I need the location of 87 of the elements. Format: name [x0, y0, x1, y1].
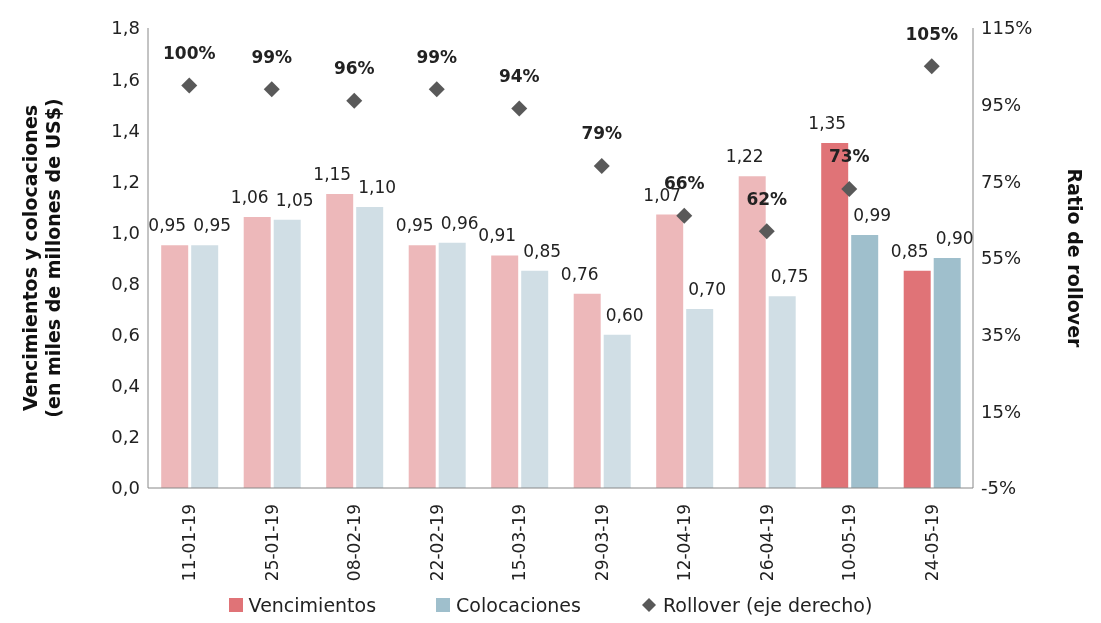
point — [181, 77, 198, 94]
data-label: 1,05 — [275, 189, 314, 210]
legend-label: Vencimientos — [248, 594, 377, 616]
point — [676, 207, 693, 224]
data-label: 0,95 — [193, 215, 232, 236]
x-tick-label: 12-04-19 — [674, 504, 695, 582]
y2-tick-label: 55% — [981, 247, 1022, 269]
data-label: 1,15 — [313, 164, 352, 185]
data-label: 0,85 — [523, 240, 562, 261]
x-tick-label: 22-02-19 — [426, 504, 447, 582]
bar — [903, 270, 931, 488]
point — [593, 158, 610, 174]
y2-tick-label: 35% — [981, 324, 1022, 346]
y2-tick-label: 75% — [981, 170, 1022, 192]
y-tick-label: 0,2 — [111, 426, 140, 448]
bar — [356, 206, 384, 488]
y-tick-label: 1,8 — [111, 17, 140, 39]
y2-tick-label: 95% — [981, 94, 1022, 116]
data-label: 96% — [333, 58, 375, 79]
data-label: 1,06 — [230, 187, 269, 208]
bar — [603, 334, 631, 488]
legend-label: Colocaciones — [456, 594, 581, 616]
y-tick-label: 0,0 — [111, 477, 140, 499]
data-label: 0,70 — [688, 279, 727, 300]
y-tick-label: 1,2 — [111, 170, 140, 192]
x-tick-label: 26-04-19 — [756, 504, 777, 582]
data-label: 0,60 — [605, 304, 644, 325]
point — [428, 81, 445, 98]
data-label: 0,85 — [890, 240, 929, 261]
y-tick-label: 1,4 — [111, 119, 140, 141]
bar — [656, 214, 684, 488]
bar — [191, 245, 219, 488]
data-label: 100% — [162, 42, 216, 63]
point — [841, 181, 858, 197]
data-label: 94% — [498, 65, 540, 86]
data-label: 0,99 — [853, 205, 892, 225]
x-tick-label: 11-01-19 — [179, 504, 200, 582]
bar — [851, 235, 879, 488]
y2-tick-label: 15% — [981, 400, 1022, 422]
bar — [686, 309, 714, 488]
y-axis-title: Vencimientos y colocaciones (en miles de millones de US$) — [19, 98, 64, 418]
bar — [438, 242, 466, 488]
data-label: 0,91 — [478, 225, 517, 246]
x-tick-label: 08-02-19 — [344, 504, 365, 582]
bar — [326, 194, 354, 488]
point — [263, 81, 280, 98]
data-label: 105% — [905, 23, 959, 44]
y-tick-label: 0,8 — [111, 272, 140, 294]
data-label: 0,95 — [148, 215, 187, 236]
bar — [573, 293, 601, 488]
x-tick-label: 15-03-19 — [509, 504, 530, 582]
data-label: 0,90 — [935, 228, 974, 248]
bar — [768, 296, 796, 488]
point — [923, 58, 940, 75]
data-label: 0,96 — [440, 212, 479, 233]
data-label: 0,95 — [395, 215, 434, 236]
y-tick-label: 1,0 — [111, 221, 140, 243]
point — [511, 100, 528, 117]
bar — [243, 217, 271, 488]
bar — [521, 270, 549, 488]
data-label: 0,76 — [560, 263, 599, 284]
bar — [273, 219, 301, 488]
y-tick-label: 0,4 — [111, 375, 140, 397]
legend-label: Rollover (eje derecho) — [662, 594, 873, 616]
data-label: 1,35 — [808, 113, 847, 133]
y2-tick-label: 115% — [981, 17, 1033, 39]
point — [346, 92, 363, 109]
bar — [491, 255, 519, 488]
data-label: 99% — [251, 46, 293, 67]
y2-tick-label: -5% — [981, 477, 1017, 499]
x-tick-label: 10-05-19 — [839, 504, 860, 582]
y-tick-label: 0,6 — [111, 324, 140, 346]
data-label: 0,75 — [770, 266, 809, 287]
data-label: 79% — [581, 123, 623, 144]
point — [758, 223, 775, 240]
data-label: 62% — [746, 188, 788, 209]
y-tick-label: 1,6 — [111, 68, 140, 90]
bar — [933, 258, 961, 488]
data-label: 1,10 — [358, 176, 397, 197]
x-tick-label: 24-05-19 — [921, 504, 942, 582]
data-label: 1,22 — [725, 146, 764, 167]
x-tick-label: 29-03-19 — [591, 504, 612, 582]
bar — [161, 245, 189, 488]
data-label: 99% — [416, 46, 458, 67]
x-tick-label: 25-01-19 — [261, 504, 282, 582]
bar — [408, 245, 436, 488]
y2-axis-title: Ratio de rollover — [1064, 168, 1086, 349]
